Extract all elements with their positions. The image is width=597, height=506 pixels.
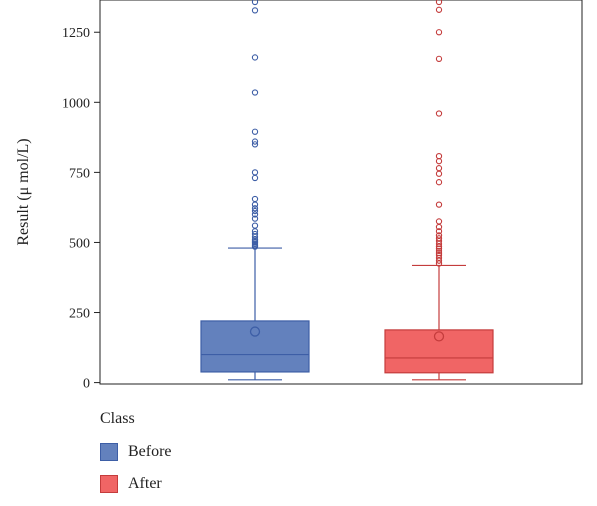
outlier-point xyxy=(435,29,443,36)
iqr-box xyxy=(200,320,310,373)
y-tick-label: 500 xyxy=(69,236,90,251)
outlier-point xyxy=(435,249,443,257)
y-tick-label: 250 xyxy=(69,307,90,322)
box-before xyxy=(200,0,310,381)
outlier-point xyxy=(251,0,259,6)
box-plot-chart: 0 250 500 750 1000 1250 Result (μ mol/L) xyxy=(15,0,583,392)
outlier-point xyxy=(251,89,259,96)
legend-item-before: Before xyxy=(100,442,172,462)
outlier-point xyxy=(435,158,443,165)
outlier-point xyxy=(251,201,259,208)
outlier-point xyxy=(435,179,443,186)
mean-marker xyxy=(249,326,261,337)
outlier-point xyxy=(251,207,259,215)
outlier-point xyxy=(251,169,259,176)
outlier-point xyxy=(435,228,443,235)
outlier-point xyxy=(251,211,259,218)
y-axis: 0 250 500 750 1000 1250 xyxy=(62,26,100,392)
outlier-point xyxy=(251,222,259,229)
boxes-layer xyxy=(200,0,494,381)
outlier-point xyxy=(251,7,259,14)
outlier-point xyxy=(251,205,259,212)
legend-label-after: After xyxy=(128,475,162,492)
plot-frame xyxy=(99,0,583,385)
outlier-point xyxy=(435,232,443,239)
outlier-point xyxy=(435,6,443,13)
outlier-point xyxy=(435,251,443,259)
y-tick-label: 750 xyxy=(69,166,90,181)
outlier-point xyxy=(435,170,443,177)
outlier-point xyxy=(435,247,443,255)
y-tick-label: 1250 xyxy=(62,26,90,41)
y-axis-title: Result (μ mol/L) xyxy=(15,138,32,245)
outlier-point xyxy=(435,201,443,208)
outlier-point xyxy=(251,174,259,182)
legend-item-after: After xyxy=(100,474,172,494)
box-after xyxy=(384,0,494,381)
legend-label-before: Before xyxy=(128,443,172,460)
outlier-point xyxy=(251,230,259,238)
iqr-box xyxy=(384,329,494,374)
mean-marker xyxy=(433,331,445,342)
outlier-point xyxy=(251,138,259,145)
y-tick-label: 1000 xyxy=(62,96,90,111)
outlier-point xyxy=(435,218,443,225)
outlier-point xyxy=(435,235,443,242)
legend: Class Before After xyxy=(100,410,172,506)
legend-swatch-before xyxy=(100,443,118,461)
legend-swatch-after xyxy=(100,475,118,493)
y-tick-label: 0 xyxy=(83,377,90,392)
outlier-point xyxy=(435,152,443,160)
outlier-point xyxy=(435,165,443,172)
outlier-point xyxy=(435,0,443,6)
outlier-point xyxy=(251,128,259,135)
outlier-point xyxy=(435,55,443,63)
outlier-point xyxy=(251,215,259,222)
outlier-point xyxy=(251,195,259,203)
outlier-point xyxy=(251,141,259,148)
outlier-point xyxy=(435,110,443,117)
legend-title: Class xyxy=(100,410,135,427)
outlier-point xyxy=(251,54,259,61)
